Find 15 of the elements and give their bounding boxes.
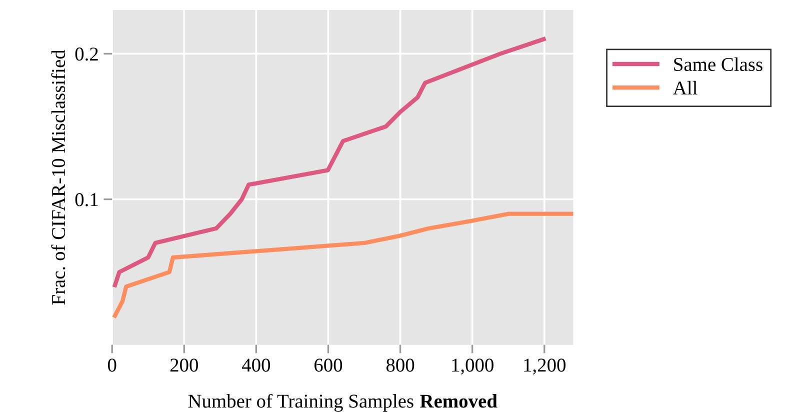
x-tick-label: 600 — [314, 358, 342, 372]
y-tick-label: 0.2 — [75, 48, 98, 61]
x-tick-label: 1,200 — [524, 358, 566, 375]
line-series — [112, 212, 574, 318]
legend-label: All — [673, 80, 698, 94]
line-series — [112, 37, 546, 288]
y-axis-title: Frac. of CIFAR-10 Misclassified — [51, 50, 66, 305]
legend-label: Same Class — [674, 57, 762, 72]
x-tick-label: 200 — [170, 358, 198, 372]
x-axis-title: Number of Training Samples Removed — [188, 394, 498, 412]
x-tick-label: 400 — [242, 358, 270, 372]
y-tick-label: 0.1 — [75, 193, 98, 206]
x-tick-label: 0 — [108, 358, 116, 372]
x-tick-label: 1,000 — [452, 358, 494, 375]
x-tick-label: 800 — [386, 358, 414, 372]
